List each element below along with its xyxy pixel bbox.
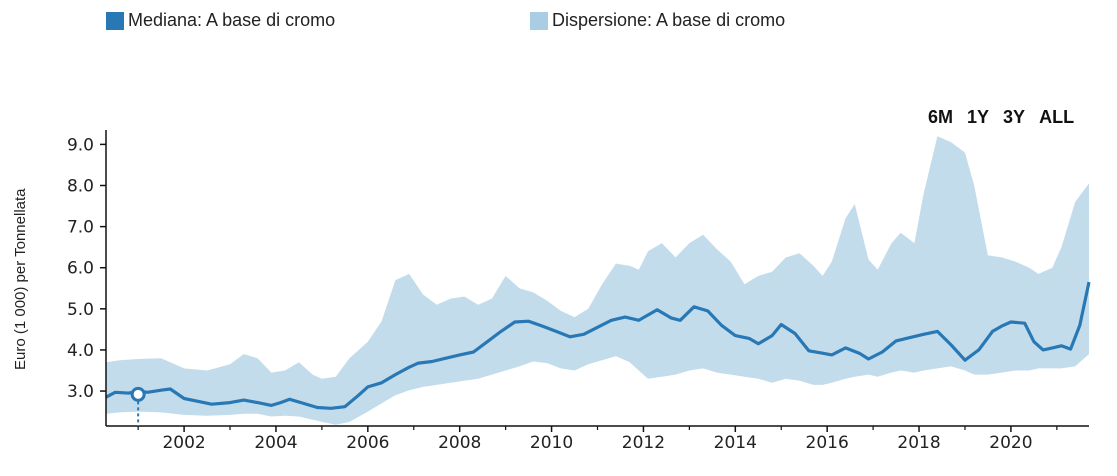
x-tick-label: 2012	[622, 433, 665, 453]
y-tick-label: 3.0	[67, 382, 94, 402]
y-tick-label: 5.0	[67, 300, 94, 320]
x-tick-label: 2018	[897, 433, 940, 453]
x-tick-label: 2010	[530, 433, 573, 453]
median-line-layer	[105, 281, 1091, 410]
x-tick-label: 2002	[162, 433, 205, 453]
legend-item-spread[interactable]: Dispersione: A base di cromo	[530, 10, 785, 31]
hover-marker	[130, 386, 146, 402]
range-button-3y[interactable]: 3Y	[1003, 107, 1026, 127]
dispersion-band	[106, 136, 1089, 425]
y-tick-label: 6.0	[67, 259, 94, 279]
spread-swatch	[530, 11, 548, 30]
marker-layer	[130, 386, 146, 426]
median-swatch	[106, 11, 124, 30]
y-tick-label: 7.0	[67, 218, 94, 238]
x-tick-label: 2006	[346, 433, 389, 453]
legend-item-median[interactable]: Mediana: A base di cromo	[106, 10, 335, 31]
y-tick-label: 8.0	[67, 177, 94, 197]
legend-label-spread: Dispersione: A base di cromo	[552, 10, 786, 30]
range-button-all[interactable]: ALL	[1039, 107, 1075, 127]
range-button-1y[interactable]: 1Y	[967, 107, 990, 127]
axes-layer: 3.0 4.0 5.0 6.0 7.0 8.0 9.0 2002 2004 2006 2008 201…	[67, 130, 1089, 453]
x-tick-label: 2008	[438, 433, 481, 453]
x-tick-label: 2016	[806, 433, 849, 453]
range-selector: 6M 1Y 3Y ALL	[928, 107, 1074, 128]
median-line	[105, 281, 1091, 410]
legend-label-median: Mediana: A base di cromo	[128, 10, 336, 30]
dispersion-band-layer	[106, 136, 1089, 425]
x-tick-label: 2014	[714, 433, 757, 453]
y-tick-label: 4.0	[67, 341, 94, 361]
range-button-6m[interactable]: 6M	[928, 107, 954, 127]
y-tick-label: 9.0	[67, 135, 94, 155]
x-tick-label: 2004	[254, 433, 297, 453]
x-tick-label: 2020	[989, 433, 1032, 453]
legend: Mediana: A base di cromo Dispersione: A …	[106, 10, 1106, 34]
